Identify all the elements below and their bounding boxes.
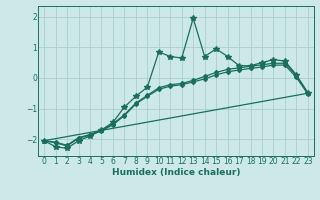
X-axis label: Humidex (Indice chaleur): Humidex (Indice chaleur)	[112, 168, 240, 177]
